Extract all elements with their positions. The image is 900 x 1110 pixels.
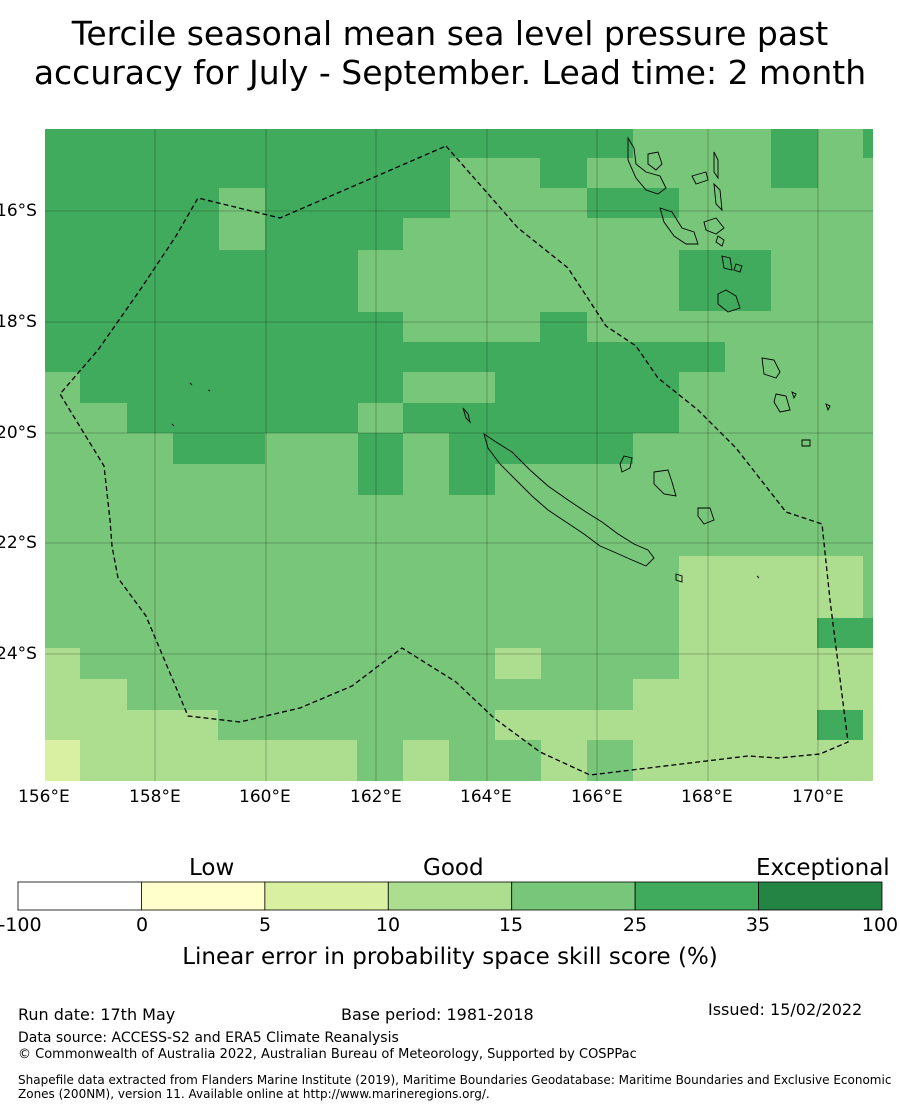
colorbar-tick-label: 35 [745, 914, 771, 936]
ambae-island [713, 151, 719, 180]
lon-tick-168e: 168°E [681, 787, 733, 807]
lat-tick-16s: 16°S [0, 201, 37, 221]
lon-tick-166e: 166°E [571, 787, 623, 807]
colorbar-tick-label: 100 [861, 914, 899, 936]
reef-islet-1 [189, 382, 193, 386]
lat-tick-24s: 24°S [0, 644, 37, 664]
colorbar-tick-label: 15 [498, 914, 524, 936]
chart-title: Tercile seasonal mean sea level pressure… [0, 14, 900, 92]
skill-5-10-cell [45, 740, 80, 781]
colorbar-heading-exceptional: Exceptional [756, 855, 890, 881]
efate-island [717, 289, 741, 313]
mare-island [697, 507, 715, 525]
gridlines [45, 129, 873, 781]
colorbar-segment [17, 881, 142, 911]
tanna-island [773, 393, 791, 413]
title-line-1: Tercile seasonal mean sea level pressure… [71, 14, 829, 53]
lon-tick-170e: 170°E [792, 787, 844, 807]
colorbar-heading-low: Low [189, 855, 235, 881]
colorbar-heading-good: Good [423, 855, 484, 881]
lifou-island [653, 469, 677, 497]
matthew-island [801, 439, 811, 447]
lon-tick-156e: 156°E [18, 787, 70, 807]
skill-grid [45, 129, 873, 781]
nguna-island [733, 263, 743, 273]
ouvea-island [619, 455, 633, 473]
colorbar-tick-label: 10 [375, 914, 401, 936]
title-line-2: accuracy for July - September. Lead time… [33, 53, 867, 92]
espiritu-santo-island [627, 136, 667, 195]
colorbar [17, 881, 883, 911]
reef-islet-2 [207, 389, 211, 392]
maewo-island [691, 171, 709, 185]
lat-tick-22s: 22°S [0, 533, 37, 553]
erromango-island [761, 357, 781, 379]
issued-date: Issued: 15/02/2022 [708, 1000, 863, 1019]
colorbar-segment [387, 881, 513, 911]
colorbar-tick-label: 25 [622, 914, 648, 936]
base-period: Base period: 1981-2018 [341, 1005, 534, 1024]
shepherd-islands [715, 235, 725, 247]
copyright: © Commonwealth of Australia 2022, Austra… [18, 1047, 637, 1062]
emae-island [721, 255, 733, 271]
colorbar-tick-label: -100 [0, 914, 42, 936]
skill-10-15-cells [45, 556, 873, 781]
epi-island [703, 217, 725, 235]
run-date: Run date: 17th May [18, 1005, 176, 1024]
aneityum-islet [825, 403, 831, 412]
lat-tick-18s: 18°S [0, 312, 37, 332]
colorbar-segment [758, 881, 883, 911]
reef-islet-4 [756, 575, 760, 579]
skill-25-35-cells [45, 129, 873, 771]
lon-tick-158e: 158°E [129, 787, 181, 807]
shapefile-credit-line-1: Shapefile data extracted from Flanders M… [18, 1073, 892, 1087]
shapefile-credit-line-2: Zones (200NM), version 11. Available onl… [18, 1087, 490, 1101]
isle-of-pines-island [675, 573, 683, 583]
data-source: Data source: ACCESS-S2 and ERA5 Climate … [18, 1030, 399, 1046]
colorbar-segment [141, 881, 266, 911]
colorbar-title: Linear error in probability space skill … [182, 944, 718, 970]
lon-tick-160e: 160°E [239, 787, 291, 807]
colorbar-segment [634, 881, 759, 911]
malo-island [647, 151, 663, 171]
belep-island [462, 407, 471, 424]
eez-boundary [59, 145, 849, 776]
new-caledonia-island [483, 432, 655, 567]
colorbar-tick-label: 5 [258, 914, 272, 936]
pentecost-island [713, 182, 723, 212]
colorbar-segment [264, 881, 389, 911]
colorbar-tick-label: 0 [135, 914, 149, 936]
colorbar-segment [511, 881, 636, 911]
futuna-islet [791, 391, 797, 400]
lon-tick-162e: 162°E [350, 787, 402, 807]
reef-islet-3 [171, 423, 175, 427]
coastlines [171, 136, 831, 583]
lat-tick-20s: 20°S [0, 423, 37, 443]
shapefile-credit: Shapefile data extracted from Flanders M… [18, 1073, 900, 1101]
lon-tick-164e: 164°E [460, 787, 512, 807]
malakula-island [659, 207, 699, 245]
